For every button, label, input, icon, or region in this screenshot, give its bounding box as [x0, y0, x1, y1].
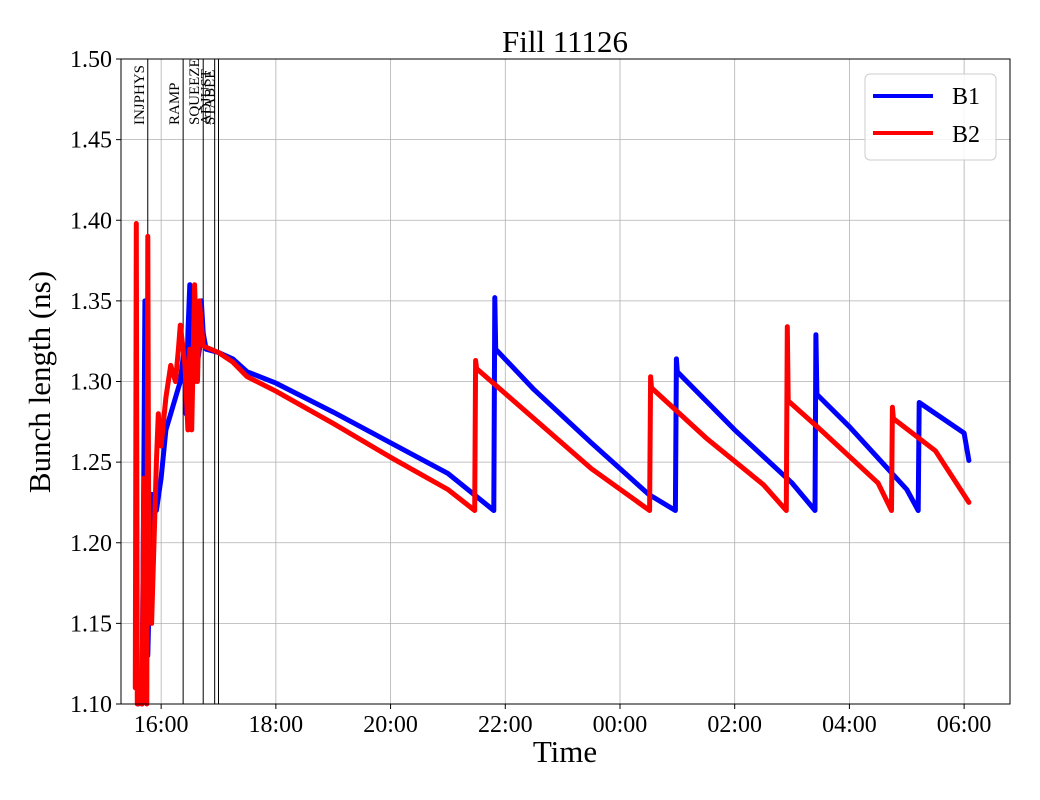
y-axis-ticks: 1.10 1.15 1.20 1.25 1.30 1.35 1.40 1.45 1.50	[70, 47, 121, 718]
y-tick-label: 1.50	[70, 47, 112, 73]
x-tick-label: 00:00	[593, 712, 648, 738]
x-tick-label: 06:00	[937, 712, 992, 738]
chart-title: Fill 11126	[502, 24, 628, 59]
legend-label-b2: B2	[952, 122, 980, 148]
phase-label: INJPHYS	[132, 65, 148, 125]
series-lines	[132, 221, 972, 707]
x-tick-label: 04:00	[822, 712, 877, 738]
y-tick-label: 1.25	[70, 450, 112, 476]
series-line-b2	[132, 221, 972, 707]
y-tick-label: 1.35	[70, 289, 112, 315]
series-line-b1	[135, 282, 972, 707]
phase-label: ADJUST	[199, 69, 215, 125]
x-tick-label: 02:00	[707, 712, 762, 738]
x-axis-title: Time	[533, 734, 597, 769]
y-tick-label: 1.40	[70, 208, 112, 234]
x-tick-label: 16:00	[134, 712, 189, 738]
y-tick-label: 1.20	[70, 531, 112, 557]
legend: B1 B2	[864, 73, 997, 161]
y-tick-label: 1.45	[70, 128, 112, 154]
y-axis-title: Bunch length (ns)	[22, 271, 57, 493]
phase-label: STABLE	[203, 70, 219, 125]
y-tick-label: 1.10	[70, 692, 112, 718]
y-tick-label: 1.30	[70, 370, 112, 396]
phase-label: SQUEEZE	[187, 58, 203, 125]
x-tick-label: 22:00	[478, 712, 533, 738]
y-tick-label: 1.15	[70, 611, 112, 637]
phase-label: RAMP	[167, 82, 183, 125]
legend-label-b1: B1	[952, 84, 980, 110]
x-axis-ticks: 16:00 18:00 20:00 22:00 00:00 02:00 04:00 06:00	[134, 704, 992, 738]
x-tick-label: 18:00	[249, 712, 304, 738]
x-tick-label: 20:00	[363, 712, 418, 738]
